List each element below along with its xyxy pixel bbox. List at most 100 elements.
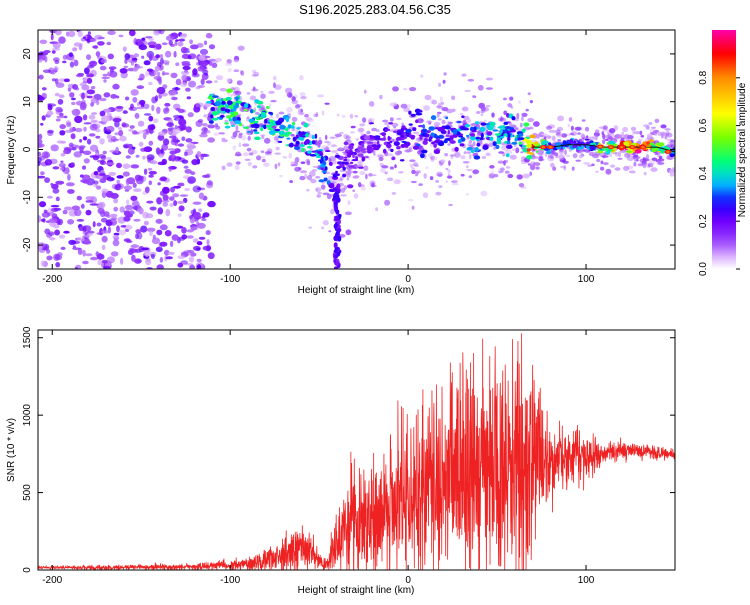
spectrogram-blob (106, 214, 111, 218)
spectrogram-blob (145, 213, 154, 219)
spectrogram-blob (174, 125, 178, 130)
spectrogram-blob (637, 138, 643, 142)
spectrogram-blob (625, 150, 633, 153)
spectrogram-blob (347, 200, 351, 206)
spectrogram-blob (420, 74, 424, 78)
spectrogram-blob (481, 106, 486, 112)
spectrogram-blob (106, 134, 113, 140)
spectrogram-blob (97, 259, 102, 266)
spectrogram-blob (671, 142, 675, 146)
spectrogram-blob (439, 140, 443, 145)
spectrogram-blob (411, 205, 415, 210)
spectrogram-blob (283, 134, 290, 137)
spectrogram-blob (614, 136, 618, 142)
spectrogram-blob (38, 151, 41, 157)
spectrogram-blob (654, 118, 660, 123)
spectrogram-blob (496, 137, 501, 142)
spectrogram-blob (541, 140, 549, 144)
spectrogram-blob (306, 189, 310, 192)
spectrogram-blob (279, 124, 286, 130)
spectrogram-blob (188, 255, 195, 263)
spectrogram-blob (86, 38, 91, 44)
spectrogram-blob (146, 200, 154, 204)
spectrogram-blob (136, 85, 145, 90)
spectrogram-blob (447, 143, 451, 146)
spectrogram-blob (46, 195, 53, 199)
spectrogram-blob (91, 112, 98, 115)
spectrogram-blob (274, 163, 278, 170)
spectrogram-blob (159, 224, 168, 231)
spectrogram-blob (450, 154, 454, 160)
spectrogram-blob (167, 251, 175, 255)
spectrogram-blob (349, 165, 355, 168)
spectrogram-blob (352, 170, 358, 174)
spectrogram-blob (669, 169, 675, 174)
spectrogram-blob (363, 165, 369, 171)
spectrogram-blob (412, 86, 415, 92)
spectrogram-blob (533, 156, 539, 159)
spectrogram-blob (161, 42, 168, 46)
spectrogram-blob (294, 166, 301, 172)
spectrogram-blob (505, 153, 510, 158)
spectrogram-blob (161, 199, 170, 203)
spectrogram-blob (601, 155, 609, 158)
spectrogram-blob (292, 137, 297, 142)
spectrogram-blob (315, 176, 321, 179)
spectrogram-blob (250, 129, 254, 135)
spectrogram-blob (451, 95, 456, 101)
spectrogram-blob (376, 140, 380, 145)
spectrogram-blob (51, 50, 56, 54)
spectrogram-blob (193, 105, 201, 113)
spectrogram-blob (396, 146, 401, 150)
spectrogram-blob (205, 80, 213, 84)
spectrogram-blob (657, 162, 665, 165)
spectrogram-blob (408, 110, 412, 115)
spectrogram-blob (182, 65, 191, 71)
spectrogram-blob (614, 167, 621, 171)
spectrogram-blob (107, 30, 116, 36)
spectrogram-blob (193, 211, 201, 219)
spectrogram-blob (196, 158, 201, 165)
spectrogram-blob (464, 124, 470, 128)
spectrogram-blob (112, 234, 119, 239)
spectrogram-blob (142, 155, 146, 160)
spectrogram-blob (142, 132, 147, 140)
spectrogram-blob (626, 155, 634, 161)
spectrogram-blob (140, 225, 148, 233)
spectrogram-blob (75, 87, 80, 91)
colorbar-tick-label: 0.6 (698, 118, 709, 132)
spectrogram-blob (548, 129, 556, 133)
spectrogram-blob (234, 120, 242, 125)
spectrogram-blob (192, 201, 202, 205)
spectrogram-blob (62, 209, 68, 215)
spectrogram-blob (433, 134, 439, 138)
spectrogram-blob (342, 166, 346, 171)
spectrogram-blob (633, 131, 641, 135)
spectrogram-blob (211, 117, 219, 121)
spectrogram-blob (440, 101, 445, 106)
spectrogram-blob (428, 126, 436, 131)
spectrogram-blob (124, 53, 131, 61)
spectrogram-blob (623, 134, 631, 140)
spectrogram-blob (219, 115, 225, 118)
spectrogram-blob (56, 115, 65, 119)
spectrogram-blob (480, 122, 487, 126)
spectrogram-blob (278, 111, 285, 115)
spectrogram-blob (159, 57, 164, 66)
spectrogram-blob (99, 97, 107, 102)
spectrogram-blob (202, 69, 209, 74)
spectrogram-blob (144, 186, 150, 194)
spectrogram-blob (67, 87, 72, 92)
spectrogram-blob (658, 148, 662, 151)
spectrogram-blob (365, 173, 368, 180)
spectrogram-blob (187, 176, 197, 184)
spectrogram-blob (357, 160, 363, 165)
spectrogram-blob (141, 55, 145, 59)
spectrogram-blob (158, 154, 164, 158)
spectrogram-blob (92, 221, 96, 228)
spectrogram-blob (622, 126, 629, 133)
spectrogram-blob (180, 46, 188, 54)
spectrogram-blob (63, 206, 73, 211)
spectrogram-blob (589, 140, 594, 143)
spectrogram-blob (195, 102, 204, 108)
